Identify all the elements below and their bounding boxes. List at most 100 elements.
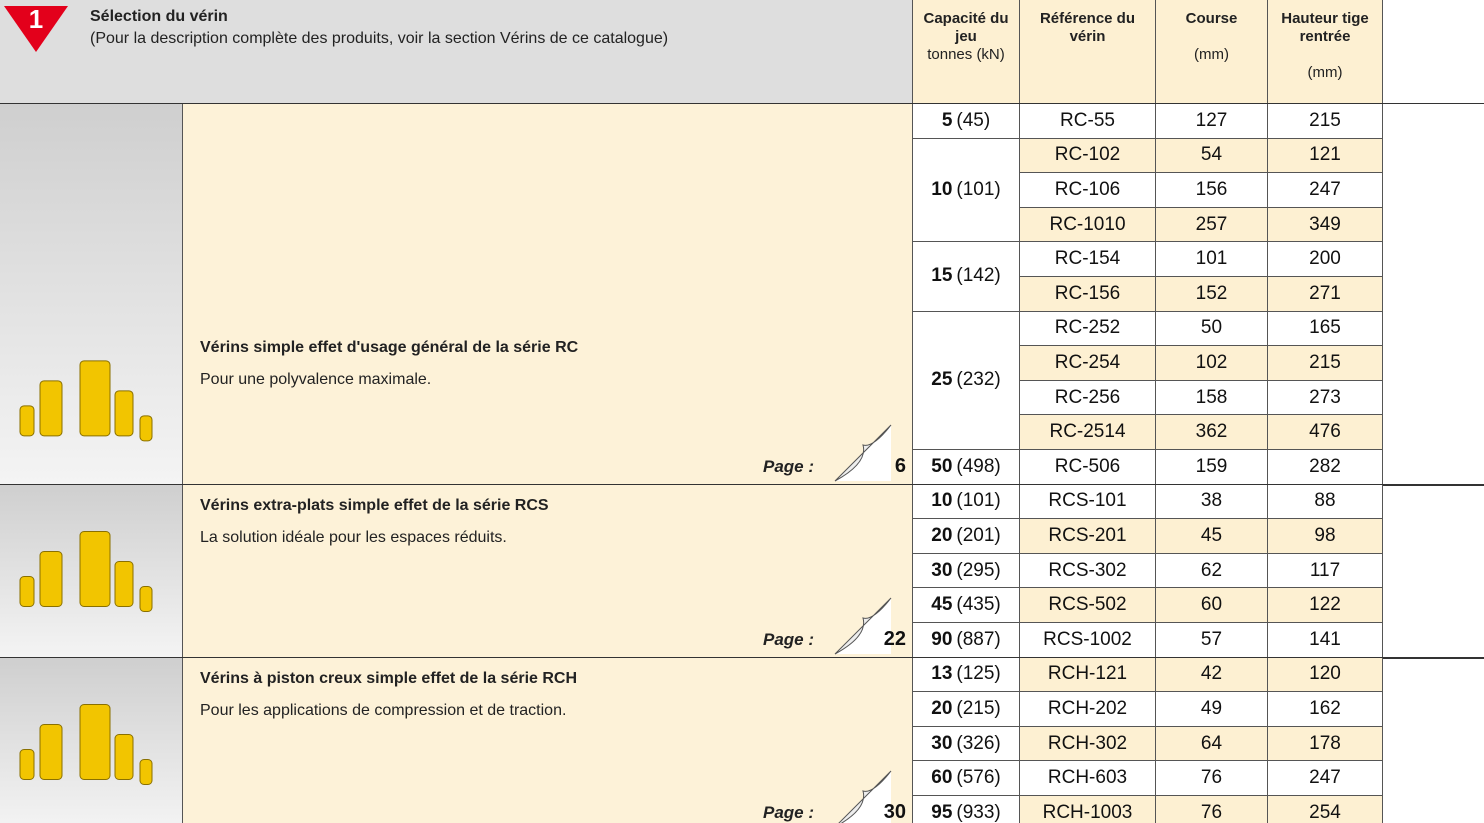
capacity-kn: (435)	[956, 594, 1001, 616]
column-title: Capacité du jeu	[923, 10, 1009, 45]
table-cell: 162	[1268, 692, 1383, 727]
table-cell: 476	[1268, 415, 1383, 450]
column-header: Hauteur tige rentrée (mm)	[1268, 0, 1383, 103]
series-subtitle: La solution idéale pour les espaces rédu…	[200, 528, 507, 546]
table-cell: 60	[1156, 588, 1268, 623]
capacity-cell: 45 (435)	[913, 588, 1020, 623]
column-title: Hauteur tige rentrée	[1281, 10, 1369, 45]
table-cell: RCS-302	[1020, 553, 1156, 589]
table-cell: 62	[1156, 553, 1268, 589]
capacity-kn: (295)	[956, 559, 1001, 581]
table-cell: 215	[1268, 346, 1383, 381]
table-cell: RCS-201	[1020, 519, 1156, 554]
capacity-kn: (498)	[956, 455, 1001, 477]
table-cell: RC-154	[1020, 242, 1156, 277]
table-cell: 165	[1268, 311, 1383, 347]
table-cell: 273	[1268, 380, 1383, 416]
table-cell: 101	[1156, 242, 1268, 277]
table-cell: 88	[1268, 484, 1383, 520]
header-band	[0, 0, 913, 103]
step-number: 1	[29, 6, 43, 34]
product-drawing	[19, 530, 153, 612]
table-cell: 57	[1156, 623, 1268, 658]
table-cell: RCS-502	[1020, 588, 1156, 623]
page-label: Page :	[763, 802, 815, 822]
capacity: 60	[931, 767, 953, 789]
page-curl	[837, 770, 892, 823]
capacity-kn: (45)	[956, 109, 991, 131]
capacity-cell: 95 (933)	[913, 796, 1020, 823]
capacity-kn: (201)	[956, 524, 1001, 546]
column-header: Course (mm)	[1156, 0, 1268, 103]
table-cell: 45	[1156, 519, 1268, 554]
table-cell: RC-106	[1020, 173, 1156, 208]
capacity: 50	[931, 455, 953, 477]
capacity: 90	[931, 628, 953, 650]
description: Vérins à piston creux simple effet de la…	[183, 657, 913, 823]
table-cell: 64	[1156, 726, 1268, 762]
rule	[0, 103, 1484, 104]
table-cell: 120	[1268, 657, 1383, 693]
table-cell: RC-55	[1020, 104, 1156, 139]
capacity: 25	[931, 369, 953, 391]
table-cell: 141	[1268, 623, 1383, 658]
table-cell: 362	[1156, 415, 1268, 450]
capacity-cell: 10 (101)	[913, 484, 1020, 520]
table-cell: 102	[1156, 346, 1268, 381]
product-drawing	[19, 703, 153, 785]
capacity-kn: (101)	[956, 490, 1001, 512]
capacity-cell: 25 (232)	[913, 311, 1020, 450]
table-cell: 50	[1156, 311, 1268, 347]
table-cell: 349	[1268, 207, 1383, 243]
series-title: Vérins à piston creux simple effet de la…	[200, 669, 578, 687]
table-cell: RC-102	[1020, 138, 1156, 174]
table-cell: RC-252	[1020, 311, 1156, 347]
series-subtitle: Pour une polyvalence maximale.	[200, 371, 432, 388]
page-number: 6	[894, 454, 906, 477]
capacity: 5	[941, 109, 953, 131]
table-cell: 42	[1156, 657, 1268, 693]
table-cell: 54	[1156, 138, 1268, 174]
capacity: 15	[931, 265, 953, 287]
capacity-kn: (933)	[956, 801, 1001, 823]
capacity-kn: (125)	[956, 663, 1001, 685]
table-cell: 159	[1156, 450, 1268, 485]
table-cell: 257	[1156, 207, 1268, 243]
page-number: 22	[883, 627, 906, 650]
capacity-cell: 30 (295)	[913, 553, 1020, 589]
table-cell: RCH-121	[1020, 657, 1156, 693]
capacity-cell: 5 (45)	[913, 104, 1020, 139]
capacity-kn: (215)	[956, 697, 1001, 719]
page-label: Page :	[763, 456, 815, 476]
table-cell: RC-254	[1020, 346, 1156, 381]
capacity-cell: 30 (326)	[913, 726, 1020, 762]
table-cell: 247	[1268, 761, 1383, 796]
capacity: 45	[931, 594, 953, 616]
capacity-cell: 20 (215)	[913, 692, 1020, 727]
table-cell: 121	[1268, 138, 1383, 174]
capacity: 10	[931, 490, 953, 512]
table-cell: RC-1010	[1020, 207, 1156, 243]
capacity: 20	[931, 524, 953, 546]
column-header: Référence du vérin	[1020, 0, 1156, 103]
capacity-cell: 15 (142)	[913, 242, 1020, 312]
capacity-kn: (887)	[956, 628, 1001, 650]
column-title: Course	[1185, 10, 1238, 27]
capacity: 30	[931, 732, 953, 754]
table-cell: RC-156	[1020, 277, 1156, 312]
product-image	[0, 657, 183, 823]
capacity: 10	[931, 178, 953, 200]
capacity-cell: 50 (498)	[913, 450, 1020, 485]
table-cell: RC-256	[1020, 380, 1156, 416]
table-cell: RCS-101	[1020, 484, 1156, 520]
table-cell: 247	[1268, 173, 1383, 208]
table-cell: 76	[1156, 761, 1268, 796]
table-cell: 271	[1268, 277, 1383, 312]
table-cell: 127	[1156, 104, 1268, 139]
series-subtitle: Pour les applications de compression et …	[200, 701, 567, 719]
capacity-kn: (101)	[956, 178, 1001, 200]
column-unit: tonnes (kN)	[927, 46, 1005, 63]
table-cell: RCH-302	[1020, 726, 1156, 762]
capacity-kn: (326)	[956, 732, 1001, 754]
